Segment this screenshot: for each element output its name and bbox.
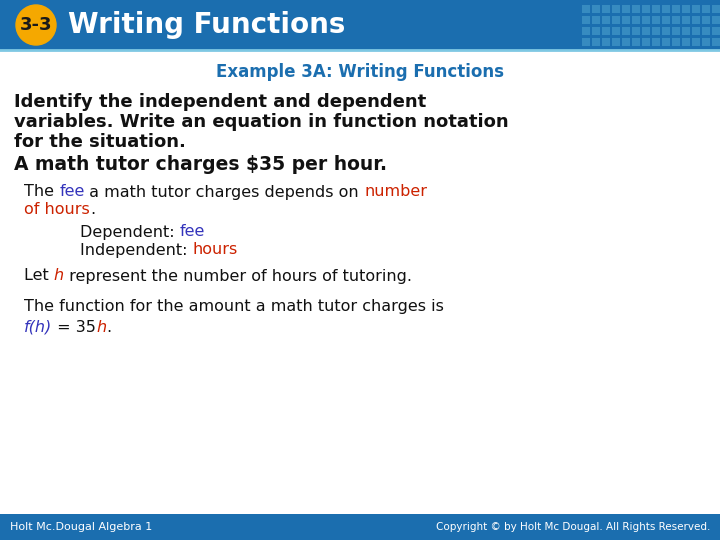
Bar — [702, 27, 710, 35]
Text: Writing Functions: Writing Functions — [68, 11, 346, 39]
Text: Dependent:: Dependent: — [80, 225, 180, 240]
Bar — [582, 16, 590, 24]
Bar — [622, 16, 630, 24]
Bar — [702, 16, 710, 24]
Text: 3-3: 3-3 — [19, 16, 53, 34]
Bar — [602, 16, 610, 24]
Text: Copyright © by Holt Mc Dougal. All Rights Reserved.: Copyright © by Holt Mc Dougal. All Right… — [436, 522, 710, 532]
Text: a math tutor charges depends on: a math tutor charges depends on — [84, 185, 364, 199]
Bar — [592, 16, 600, 24]
Bar — [622, 38, 630, 46]
Bar — [702, 38, 710, 46]
Bar — [662, 27, 670, 35]
Bar — [662, 38, 670, 46]
Bar — [672, 16, 680, 24]
Text: variables. Write an equation in function notation: variables. Write an equation in function… — [14, 113, 508, 131]
Bar — [662, 5, 670, 13]
Bar — [712, 16, 720, 24]
Text: Let: Let — [24, 268, 54, 284]
Bar — [692, 5, 700, 13]
Bar — [652, 38, 660, 46]
Text: .: . — [90, 201, 95, 217]
Text: The function for the amount a math tutor charges is: The function for the amount a math tutor… — [24, 300, 444, 314]
Bar — [602, 38, 610, 46]
Bar — [632, 5, 640, 13]
Bar — [602, 27, 610, 35]
Bar — [672, 27, 680, 35]
Bar — [712, 5, 720, 13]
Bar — [0, 0, 720, 50]
Bar — [592, 38, 600, 46]
Circle shape — [16, 5, 56, 45]
Bar — [702, 5, 710, 13]
Bar — [612, 16, 620, 24]
Text: The: The — [24, 185, 59, 199]
Bar — [612, 5, 620, 13]
Bar — [0, 514, 720, 540]
Text: f(h): f(h) — [24, 320, 53, 334]
Bar — [682, 38, 690, 46]
Bar — [642, 5, 650, 13]
Text: number: number — [364, 185, 427, 199]
Text: for the situation.: for the situation. — [14, 133, 186, 151]
Bar — [682, 27, 690, 35]
Text: Identify the independent and dependent: Identify the independent and dependent — [14, 93, 426, 111]
Bar — [602, 5, 610, 13]
Text: .: . — [107, 320, 112, 334]
Text: Example 3A: Writing Functions: Example 3A: Writing Functions — [216, 63, 504, 81]
Bar — [652, 16, 660, 24]
Bar — [692, 16, 700, 24]
Bar — [632, 16, 640, 24]
Bar — [642, 16, 650, 24]
Bar — [622, 27, 630, 35]
Text: of hours: of hours — [24, 201, 90, 217]
Text: fee: fee — [59, 185, 84, 199]
Bar — [582, 38, 590, 46]
Bar — [642, 38, 650, 46]
Text: hours: hours — [193, 242, 238, 258]
Bar — [632, 27, 640, 35]
Text: = 35: = 35 — [53, 320, 96, 334]
Text: h: h — [96, 320, 107, 334]
Text: h: h — [54, 268, 64, 284]
Bar — [582, 5, 590, 13]
Bar — [612, 27, 620, 35]
Text: fee: fee — [180, 225, 205, 240]
Bar — [682, 16, 690, 24]
Bar — [672, 5, 680, 13]
Text: represent the number of hours of tutoring.: represent the number of hours of tutorin… — [64, 268, 412, 284]
Text: Holt Mc.Dougal Algebra 1: Holt Mc.Dougal Algebra 1 — [10, 522, 152, 532]
Bar — [592, 27, 600, 35]
Bar — [582, 27, 590, 35]
Bar — [622, 5, 630, 13]
Bar — [682, 5, 690, 13]
Bar — [652, 5, 660, 13]
Bar — [612, 38, 620, 46]
Bar — [672, 38, 680, 46]
Bar — [712, 38, 720, 46]
Text: A math tutor charges $35 per hour.: A math tutor charges $35 per hour. — [14, 156, 387, 174]
Bar — [692, 27, 700, 35]
Text: Independent:: Independent: — [80, 242, 193, 258]
Bar — [652, 27, 660, 35]
Bar — [662, 16, 670, 24]
Bar — [642, 27, 650, 35]
Bar — [632, 38, 640, 46]
Bar — [692, 38, 700, 46]
Bar — [592, 5, 600, 13]
Bar — [712, 27, 720, 35]
